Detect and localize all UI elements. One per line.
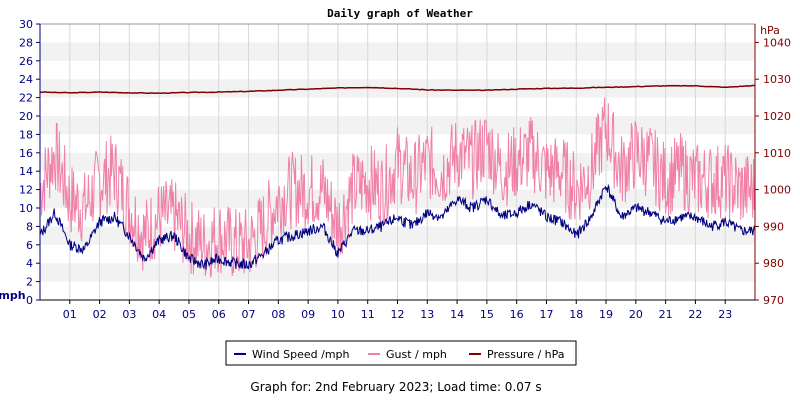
x-tick-label: 08 <box>271 308 285 321</box>
left-tick-label: 20 <box>19 110 33 123</box>
left-tick-label: 26 <box>19 55 33 68</box>
left-tick-label: 28 <box>19 36 33 49</box>
right-axis-unit: hPa <box>760 24 780 37</box>
right-tick-label: 970 <box>763 294 784 307</box>
left-tick-label: 18 <box>19 128 33 141</box>
x-tick-label: 01 <box>63 308 77 321</box>
x-tick-label: 20 <box>629 308 643 321</box>
legend-label: Pressure / hPa <box>487 348 565 361</box>
x-tick-label: 17 <box>539 308 553 321</box>
x-tick-label: 06 <box>212 308 226 321</box>
x-tick-label: 09 <box>301 308 315 321</box>
x-tick-label: 19 <box>599 308 613 321</box>
x-tick-label: 18 <box>569 308 583 321</box>
left-tick-label: 2 <box>26 276 33 289</box>
left-tick-label: 22 <box>19 92 33 105</box>
x-tick-label: 02 <box>93 308 107 321</box>
left-tick-label: 0 <box>26 294 33 307</box>
right-tick-label: 1040 <box>763 36 791 49</box>
left-tick-label: 30 <box>19 18 33 31</box>
x-tick-label: 21 <box>659 308 673 321</box>
legend-label: Wind Speed /mph <box>252 348 350 361</box>
x-tick-label: 22 <box>688 308 702 321</box>
legend: Wind Speed /mph Gust / mph Pressure / hPa <box>225 340 577 366</box>
left-tick-label: 12 <box>19 184 33 197</box>
x-tick-label: 16 <box>510 308 524 321</box>
gust-series-line <box>40 97 755 278</box>
wind-speed-series-line <box>40 183 755 270</box>
x-tick-label: 14 <box>450 308 464 321</box>
left-axis-unit: mph <box>0 289 26 302</box>
right-tick-label: 980 <box>763 257 784 270</box>
legend-box <box>225 340 577 366</box>
x-tick-label: 11 <box>361 308 375 321</box>
x-tick-label: 03 <box>122 308 136 321</box>
right-tick-label: 1010 <box>763 147 791 160</box>
x-tick-label: 13 <box>420 308 434 321</box>
graph-caption: Graph for: 2nd February 2023; Load time:… <box>250 380 541 394</box>
chart-title: Daily graph of Weather <box>327 7 473 20</box>
x-tick-label: 07 <box>242 308 256 321</box>
right-tick-label: 1000 <box>763 184 791 197</box>
right-tick-label: 1030 <box>763 73 791 86</box>
right-tick-label: 1020 <box>763 110 791 123</box>
left-tick-label: 14 <box>19 165 33 178</box>
right-tick-label: 990 <box>763 220 784 233</box>
pressure-series-line <box>40 84 755 95</box>
left-tick-label: 10 <box>19 202 33 215</box>
left-tick-label: 4 <box>26 257 33 270</box>
left-tick-label: 24 <box>19 73 33 86</box>
vertical-gridlines <box>69 24 726 300</box>
axes: 0246810121416182022242628309709809901000… <box>19 18 791 321</box>
legend-label: Gust / mph <box>386 348 447 361</box>
left-tick-label: 16 <box>19 147 33 160</box>
x-tick-label: 23 <box>718 308 732 321</box>
series-lines <box>40 84 755 278</box>
x-tick-label: 12 <box>391 308 405 321</box>
x-tick-label: 10 <box>331 308 345 321</box>
x-tick-label: 05 <box>182 308 196 321</box>
x-tick-label: 04 <box>152 308 166 321</box>
left-tick-label: 6 <box>26 239 33 252</box>
x-tick-label: 15 <box>480 308 494 321</box>
left-tick-label: 8 <box>26 220 33 233</box>
